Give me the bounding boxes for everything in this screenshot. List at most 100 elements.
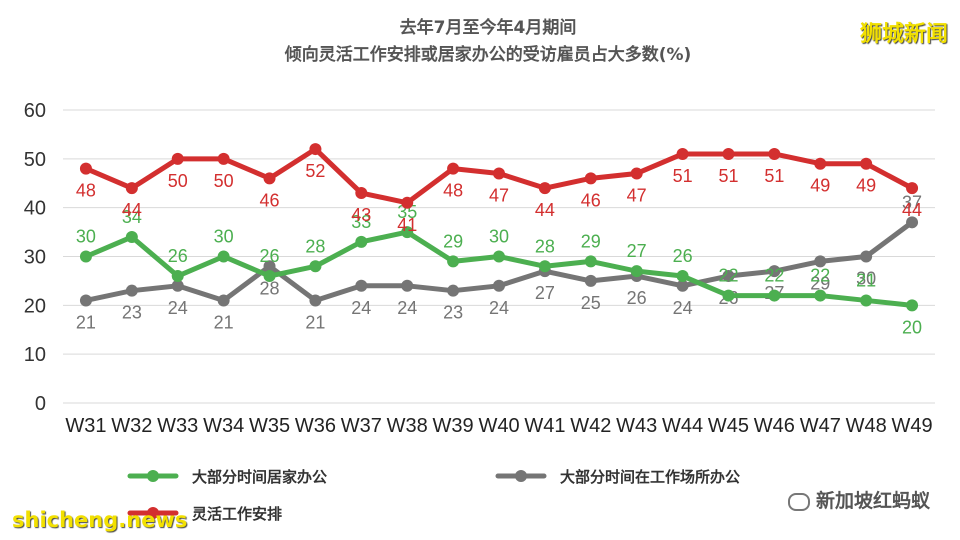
data-label: 30 <box>214 227 234 247</box>
data-label: 27 <box>535 283 555 303</box>
data-label: 30 <box>856 269 876 289</box>
data-point <box>538 260 551 273</box>
data-label: 41 <box>397 215 417 235</box>
x-tick-label: W32 <box>111 415 152 437</box>
data-label: 28 <box>260 278 280 298</box>
data-point <box>584 255 597 268</box>
data-point <box>722 147 735 160</box>
data-point <box>171 279 184 292</box>
data-label: 24 <box>397 298 417 318</box>
y-tick-label: 10 <box>24 344 46 366</box>
data-point <box>906 299 919 312</box>
data-point <box>906 216 919 229</box>
data-point <box>125 230 138 243</box>
data-point <box>309 260 322 273</box>
data-point <box>447 162 460 175</box>
data-label: 26 <box>627 288 647 308</box>
x-tick-label: W35 <box>249 415 290 437</box>
data-label: 21 <box>214 312 234 332</box>
data-point <box>493 279 505 292</box>
data-point <box>447 255 460 268</box>
data-label: 26 <box>168 246 188 266</box>
data-point <box>309 143 322 156</box>
y-tick-label: 50 <box>24 149 46 171</box>
data-label: 23 <box>443 303 463 323</box>
data-label: 34 <box>122 207 142 227</box>
series-0: 30 34 26 30 26 28 33 35 29 30 28 29 27 26 22 22 22 21 20 <box>76 202 922 337</box>
data-point <box>355 235 368 248</box>
legend-swatch-marker <box>515 470 527 482</box>
data-label: 47 <box>627 185 647 205</box>
data-point <box>906 182 919 195</box>
data-point <box>263 260 276 273</box>
data-point <box>401 226 414 239</box>
legend-item: 灵活工作安排 <box>127 505 282 523</box>
data-label: 21 <box>76 312 96 332</box>
data-point <box>584 172 597 185</box>
data-label: 51 <box>764 166 784 186</box>
data-label: 44 <box>535 200 555 220</box>
data-point <box>263 270 276 283</box>
data-point <box>768 289 781 302</box>
y-tick-label: 30 <box>24 247 46 269</box>
data-point <box>309 294 322 307</box>
data-label: 48 <box>76 181 96 201</box>
x-tick-label: W38 <box>387 415 428 437</box>
x-tick-label: W49 <box>891 415 932 437</box>
data-point <box>630 265 643 278</box>
watermark-bottom-right: 新加坡红蚂蚁 <box>787 486 930 513</box>
watermark-bottom-right-text: 新加坡红蚂蚁 <box>815 490 930 512</box>
data-point <box>814 289 827 302</box>
data-point <box>630 167 643 180</box>
x-tick-label: W44 <box>662 415 703 437</box>
data-point <box>79 294 92 307</box>
series-2: 48 44 50 50 46 52 43 41 48 47 44 46 47 51 51 51 49 49 44 <box>76 143 922 235</box>
x-tick-label: W41 <box>524 415 565 437</box>
x-tick-label: W48 <box>846 415 887 437</box>
data-point <box>493 250 505 263</box>
data-point <box>125 182 138 195</box>
data-point <box>447 284 460 297</box>
watermark-bottom-left: shicheng.news <box>12 508 188 532</box>
data-label: 49 <box>856 176 876 196</box>
data-label: 24 <box>489 298 509 318</box>
data-point <box>217 294 230 307</box>
data-label: 22 <box>810 266 830 286</box>
data-point <box>263 172 276 185</box>
data-label: 51 <box>673 166 693 186</box>
data-label: 50 <box>214 171 234 191</box>
x-tick-label: W40 <box>478 415 519 437</box>
chat-bubble-icon <box>787 492 810 511</box>
data-label: 22 <box>764 266 784 286</box>
data-point <box>79 162 92 175</box>
legend-label: 大部分时间居家办公 <box>192 468 327 486</box>
x-tick-label: W47 <box>800 415 841 437</box>
data-label: 30 <box>489 227 509 247</box>
data-point <box>768 265 781 278</box>
data-point <box>79 250 92 263</box>
data-label: 24 <box>351 298 371 318</box>
x-tick-label: W43 <box>616 415 657 437</box>
data-label: 37 <box>902 192 922 212</box>
data-point <box>768 147 781 160</box>
data-label: 21 <box>856 270 876 290</box>
x-tick-label: W46 <box>754 415 795 437</box>
data-label: 51 <box>718 166 738 186</box>
data-label: 30 <box>76 227 96 247</box>
x-tick-label: W45 <box>708 415 749 437</box>
y-tick-label: 0 <box>35 393 46 415</box>
legend-item: 大部分时间居家办公 <box>127 468 327 486</box>
data-point <box>493 167 505 180</box>
legend-swatch-marker <box>147 470 159 482</box>
data-point <box>401 279 414 292</box>
data-point <box>355 279 368 292</box>
x-tick-label: W42 <box>570 415 611 437</box>
data-point <box>217 250 230 263</box>
data-point <box>814 255 827 268</box>
data-label: 29 <box>810 273 830 293</box>
data-label: 28 <box>535 236 555 256</box>
data-point <box>860 294 873 307</box>
data-label: 26 <box>673 246 693 266</box>
x-tick-label: W39 <box>433 415 474 437</box>
